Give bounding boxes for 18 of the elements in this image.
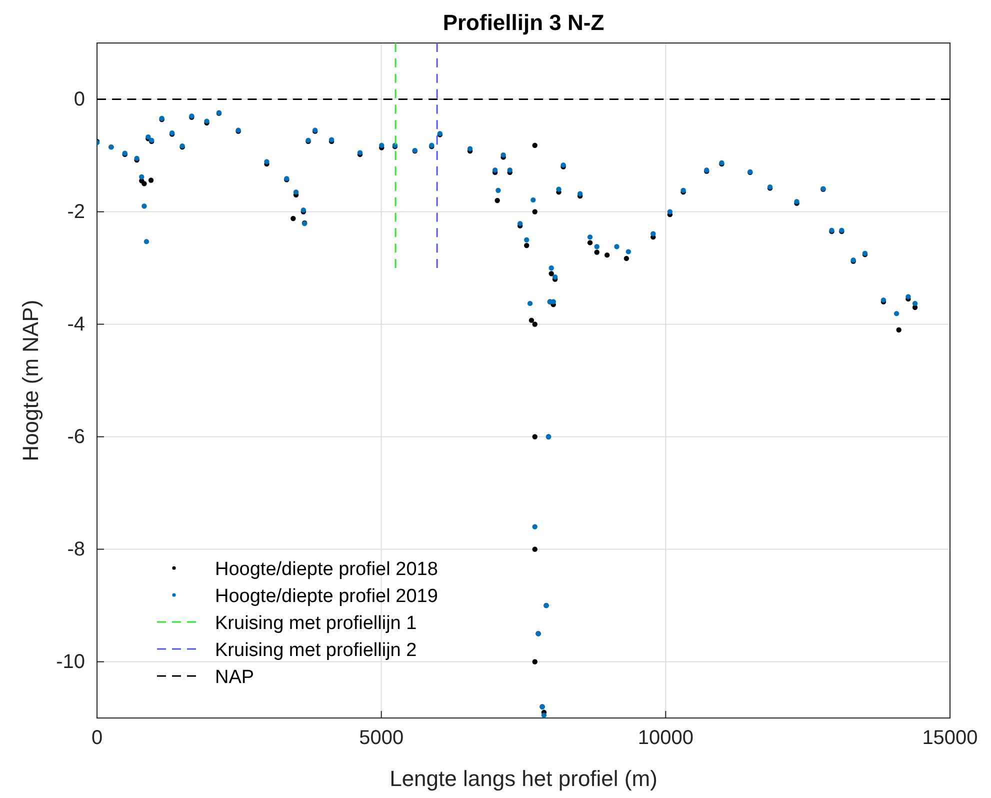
y-tick-label: -8 — [67, 538, 85, 561]
y-tick-label: -10 — [56, 651, 85, 674]
legend-label: NAP — [215, 667, 254, 688]
x-tick-label: 5000 — [359, 727, 404, 750]
x-tick-label: 0 — [91, 727, 103, 750]
y-tick-label: -6 — [67, 426, 85, 448]
chart-title: Profiellijn 3 N-Z — [442, 10, 604, 35]
x-tick-label: 15000 — [922, 727, 978, 750]
legend-label: Kruising met profiellijn 2 — [215, 640, 417, 661]
y-tick-label: -2 — [67, 201, 85, 224]
legend-label: Hoogte/diepte profiel 2018 — [215, 559, 438, 580]
y-tick-label: 0 — [74, 88, 85, 111]
legend-label: Kruising met profiellijn 1 — [215, 613, 417, 634]
y-tick-label: -4 — [67, 314, 85, 336]
y-axis-title: Hoogte (m NAP) — [18, 300, 43, 462]
x-tick-label: 10000 — [638, 727, 694, 750]
x-axis-title: Lengte langs het profiel (m) — [390, 766, 658, 791]
legend-label: Hoogte/diepte profiel 2019 — [215, 586, 438, 607]
